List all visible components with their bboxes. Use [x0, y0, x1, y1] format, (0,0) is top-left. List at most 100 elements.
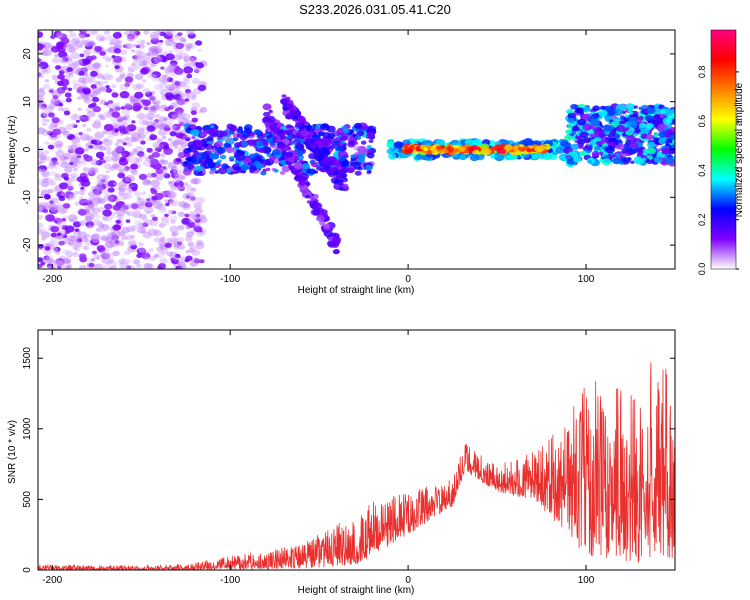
spectrogram-cell [128, 234, 135, 240]
spectrogram-cell [126, 210, 134, 217]
spectrogram-cell [192, 94, 197, 99]
spectrogram-cell [110, 154, 119, 161]
spectrogram-cell [637, 116, 644, 121]
spectrogram-cell [43, 83, 50, 90]
spectrogram-cell [85, 107, 93, 113]
spectrogram-cell [255, 140, 263, 147]
spectrogram-cell [592, 105, 601, 112]
spectrogram-cell [144, 62, 150, 67]
spectrogram-cell [105, 170, 110, 174]
spectrogram-cell [127, 65, 138, 72]
spectrogram-cell [214, 140, 224, 148]
spectrogram-cell [167, 38, 174, 43]
spectrogram-cell [173, 35, 181, 41]
spectrogram-cell [253, 145, 258, 149]
spectrogram-cell [113, 121, 121, 127]
spectrogram-cell [102, 216, 108, 221]
spectrogram-cell [92, 63, 100, 69]
spectrogram-cell [70, 176, 78, 182]
spectrogram-cell [48, 163, 56, 169]
spectrogram-cell [173, 67, 184, 75]
spectrogram-cell [173, 54, 183, 61]
spectrogram-cell [62, 85, 68, 91]
spectrogram-cell [185, 46, 191, 52]
spectrogram-cell [119, 231, 126, 237]
spectrogram-cell [458, 146, 466, 152]
spectrogram-cell [70, 160, 79, 167]
spectrogram-cell [72, 43, 79, 50]
spectrogram-cell [38, 61, 49, 70]
spectrogram-cell [154, 229, 160, 234]
spectrogram-cell [83, 208, 91, 214]
spectrogram-cell [141, 62, 147, 66]
spectrogram-cell [117, 186, 124, 191]
spectrogram-cell [110, 84, 117, 89]
spectrogram-cell [50, 134, 59, 141]
spectrogram-cell [161, 135, 167, 140]
spectrogram-cell [582, 123, 592, 131]
spectrogram-cell [310, 198, 316, 202]
spectrogram-cell [166, 251, 174, 257]
spectrogram-cell [153, 201, 163, 209]
spectrogram-cell [350, 161, 357, 167]
spectrogram-cell [193, 150, 200, 156]
spectrogram-cell [88, 257, 96, 263]
spectrogram-cell [195, 205, 203, 212]
spectrogram-cell [97, 81, 104, 86]
spectrogram-cell [70, 61, 77, 66]
spectrogram-cell [162, 74, 167, 78]
spectrogram-cell [165, 189, 174, 196]
spectrogram-cell [355, 135, 362, 141]
spectrogram-cell [323, 230, 333, 238]
spectrogram-cell [75, 156, 85, 164]
spectrogram-cell [77, 71, 85, 76]
spectrogram-cell [102, 264, 113, 269]
spectrogram-cell [101, 252, 111, 260]
spectrogram-cell [151, 51, 159, 57]
spectrogram-cell [52, 95, 59, 100]
spectrogram-cell [60, 191, 67, 197]
spectrogram-cell [169, 215, 178, 221]
spectrogram-cell [180, 141, 188, 148]
spectrogram-cell [92, 105, 102, 113]
spectrogram-cell [187, 42, 197, 50]
spectrogram-cell [156, 54, 166, 62]
spectrogram-cell [172, 168, 183, 177]
spectrogram-cell [581, 106, 591, 113]
x-tick-label: 100 [578, 274, 595, 285]
spectrogram-cell [666, 138, 674, 144]
spectrogram-cell [177, 56, 182, 60]
spectrogram-cell [64, 156, 69, 160]
spectrogram-cell [253, 129, 262, 136]
spectrogram-cell [190, 187, 197, 192]
spectrogram-cell [224, 142, 230, 147]
spectrogram-cell [80, 179, 91, 187]
spectrogram-cell [47, 188, 54, 194]
spectrogram-cell [101, 73, 112, 81]
spectrogram-cell [89, 210, 98, 218]
spectrogram-cell [130, 163, 139, 170]
spectrogram-cell [100, 235, 109, 241]
spectrogram-cell [125, 114, 130, 119]
spectrogram-cell [104, 240, 115, 249]
spectrogram-cell [48, 112, 55, 118]
snr-y-label: SNR (10 * v/v) [7, 420, 18, 484]
spectrogram-cell [114, 106, 121, 111]
spectrogram-cell [178, 52, 189, 60]
spectrogram-cell [93, 119, 101, 125]
spectrogram-cell [125, 175, 135, 183]
spectrogram-cell [269, 124, 277, 130]
spectrogram-cell [103, 80, 109, 84]
spectrogram-cell [170, 240, 177, 245]
spectrogram-cell [184, 152, 191, 158]
spectrogram-cell [44, 141, 50, 145]
spectrogram-cell [625, 103, 635, 111]
spectrogram-cell [116, 213, 124, 220]
spectrogram-cell [100, 224, 110, 231]
spectrogram-cell [178, 201, 188, 208]
spectrogram-cell [133, 102, 142, 109]
spectrogram-cell [118, 187, 126, 193]
spectrogram-cell [78, 198, 86, 204]
spectrogram-cell [107, 194, 118, 202]
spectrogram-cell [67, 44, 75, 51]
